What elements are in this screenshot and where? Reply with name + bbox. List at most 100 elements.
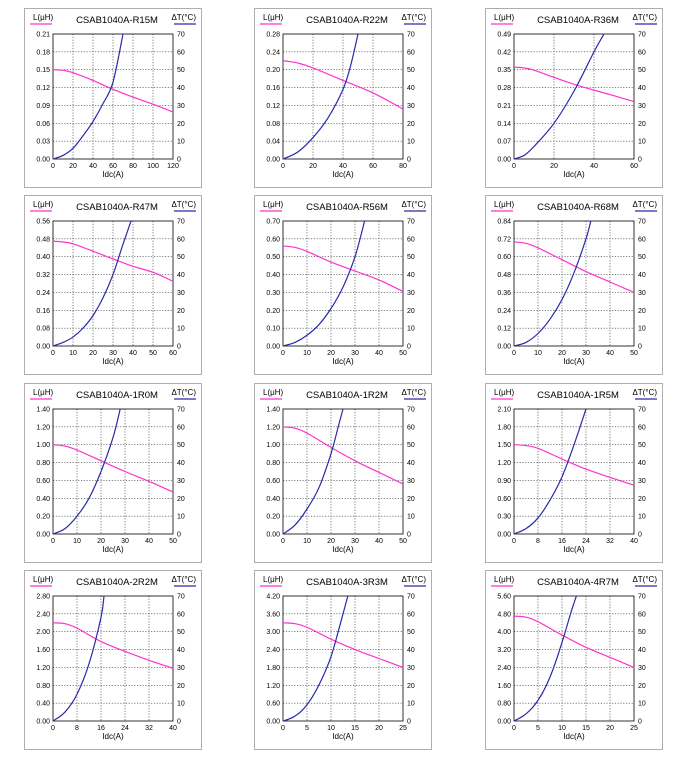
chart-title: CSAB1040A-1R0M <box>76 390 158 401</box>
x-tick-label: 0 <box>512 163 516 170</box>
y-right-tick-label: 10 <box>407 514 415 521</box>
chart-panel: 0 20 40 60 80 0.00 0.04 0.08 0.12 0.16 0.20 0.24 0.2… <box>254 8 432 188</box>
y-right-tick-label: 30 <box>638 478 646 485</box>
x-tick-label: 60 <box>109 163 117 170</box>
y-right-tick-label: 50 <box>407 629 415 636</box>
y-left-tick-label: 2.10 <box>497 407 511 414</box>
y-left-tick-label: 0.00 <box>497 157 511 164</box>
x-axis-label: Idc(A) <box>102 170 124 179</box>
chart-title: CSAB1040A-R22M <box>306 15 388 26</box>
x-tick-label: 40 <box>169 725 177 732</box>
x-tick-label: 20 <box>606 725 614 732</box>
x-tick-label: 40 <box>630 538 638 545</box>
chart-svg: 0 5 10 15 20 25 0.00 0.80 1.60 2.40 3.20 4.00 4.80 5.… <box>485 570 663 750</box>
y-left-tick-label: 0.12 <box>36 85 50 92</box>
y-left-tick-label: 0.42 <box>497 49 511 56</box>
y-left-tick-label: 0.10 <box>266 326 280 333</box>
y-right-tick-label: 30 <box>407 103 415 110</box>
chart-panel: 0 20 40 60 80 100 120 0.00 0.03 0.06 0.09 0.12 0.15 0… <box>24 8 202 188</box>
y-left-tick-label: 0.24 <box>266 49 280 56</box>
y-left-tick-label: 0.56 <box>36 219 50 226</box>
chart-title: CSAB1040A-R36M <box>537 15 619 26</box>
x-tick-label: 20 <box>309 163 317 170</box>
x-tick-label: 0 <box>512 538 516 545</box>
x-tick-label: 50 <box>399 350 407 357</box>
y-right-tick-label: 0 <box>407 157 411 164</box>
y-right-axis-label: ΔT(°C) <box>632 575 657 584</box>
x-tick-label: 30 <box>121 538 129 545</box>
x-axis-label: Idc(A) <box>102 357 124 366</box>
y-right-tick-label: 60 <box>638 236 646 243</box>
y-left-tick-label: 0.00 <box>36 719 50 726</box>
chart-svg: 0 8 16 24 32 40 0.00 0.30 0.60 0.90 1.20 1.50 1.80 2.… <box>485 383 663 563</box>
x-tick-label: 10 <box>303 538 311 545</box>
y-right-tick-label: 30 <box>638 103 646 110</box>
chart-panel: 0 10 20 30 40 50 0.00 0.20 0.40 0.60 0.80 1.00 1.20 1… <box>24 383 202 563</box>
chart-panel: 0 10 20 30 40 50 0.00 0.20 0.40 0.60 0.80 1.00 1.20 1… <box>254 383 432 563</box>
y-left-axis-label: L(μH) <box>263 200 284 209</box>
y-left-tick-label: 0.18 <box>36 49 50 56</box>
y-right-tick-label: 10 <box>638 701 646 708</box>
y-right-axis-label: ΔT(°C) <box>401 575 426 584</box>
x-tick-label: 50 <box>399 538 407 545</box>
inductance-curve <box>283 622 403 668</box>
x-tick-label: 0 <box>512 725 516 732</box>
y-left-tick-label: 0.00 <box>36 532 50 539</box>
y-right-tick-label: 20 <box>407 121 415 128</box>
x-tick-label: 20 <box>327 538 335 545</box>
y-left-tick-label: 0.30 <box>497 514 511 521</box>
y-left-axis-label: L(μH) <box>263 575 284 584</box>
y-left-tick-label: 0.40 <box>266 272 280 279</box>
y-left-tick-label: 0.14 <box>497 121 511 128</box>
y-left-axis-label: L(μH) <box>494 200 515 209</box>
chart-panel: 0 5 10 15 20 25 0.00 0.80 1.60 2.40 3.20 4.00 4.80 5.… <box>485 570 663 750</box>
temperature-rise-curve <box>283 596 349 721</box>
y-left-tick-label: 1.80 <box>497 424 511 431</box>
x-tick-label: 40 <box>375 538 383 545</box>
x-tick-label: 20 <box>97 538 105 545</box>
plot-frame <box>513 220 635 347</box>
y-left-tick-label: 1.40 <box>266 407 280 414</box>
chart-svg: 0 20 40 60 0.00 0.07 0.14 0.21 0.28 0.35 0.42 0.49 0… <box>485 8 663 188</box>
x-tick-label: 40 <box>606 350 614 357</box>
x-tick-label: 40 <box>339 163 347 170</box>
y-left-tick-label: 4.80 <box>497 611 511 618</box>
y-right-tick-label: 70 <box>638 219 646 226</box>
y-left-tick-label: 0.24 <box>36 290 50 297</box>
x-tick-label: 32 <box>145 725 153 732</box>
y-left-tick-label: 0.21 <box>36 32 50 39</box>
y-left-axis-label: L(μH) <box>263 388 284 397</box>
chart-panel: 0 8 16 24 32 40 0.00 0.30 0.60 0.90 1.20 1.50 1.80 2.… <box>485 383 663 563</box>
x-tick-label: 60 <box>169 350 177 357</box>
x-tick-label: 5 <box>536 725 540 732</box>
y-right-tick-label: 20 <box>407 683 415 690</box>
x-tick-label: 10 <box>558 725 566 732</box>
x-axis-label: Idc(A) <box>332 357 354 366</box>
y-right-tick-label: 50 <box>638 629 646 636</box>
y-right-tick-label: 60 <box>177 424 185 431</box>
y-left-axis-label: L(μH) <box>33 575 54 584</box>
y-right-axis-label: ΔT(°C) <box>401 388 426 397</box>
y-left-tick-label: 0.12 <box>497 326 511 333</box>
y-right-tick-label: 60 <box>638 49 646 56</box>
y-left-tick-label: 1.20 <box>266 424 280 431</box>
x-tick-label: 0 <box>51 163 55 170</box>
x-tick-label: 120 <box>167 163 179 170</box>
y-right-tick-label: 0 <box>638 719 642 726</box>
y-left-axis-label: L(μH) <box>494 13 515 22</box>
chart-svg: 0 5 10 15 20 25 0.00 0.60 1.20 1.80 2.40 3.00 3.60 4.… <box>254 570 432 750</box>
y-left-tick-label: 0.84 <box>497 219 511 226</box>
y-left-tick-label: 0.72 <box>497 236 511 243</box>
x-tick-label: 16 <box>97 725 105 732</box>
x-tick-label: 15 <box>582 725 590 732</box>
y-right-tick-label: 20 <box>638 496 646 503</box>
y-right-tick-label: 30 <box>177 290 185 297</box>
inductance-curve <box>514 444 634 486</box>
y-left-tick-label: 0.60 <box>36 478 50 485</box>
y-right-tick-label: 70 <box>177 407 185 414</box>
chart-title: CSAB1040A-R15M <box>76 15 158 26</box>
x-tick-label: 10 <box>69 350 77 357</box>
chart-svg: 0 10 20 30 40 50 0.00 0.10 0.20 0.30 0.40 0.50 0.60 0… <box>254 195 432 375</box>
x-tick-label: 10 <box>534 350 542 357</box>
y-right-tick-label: 30 <box>407 290 415 297</box>
